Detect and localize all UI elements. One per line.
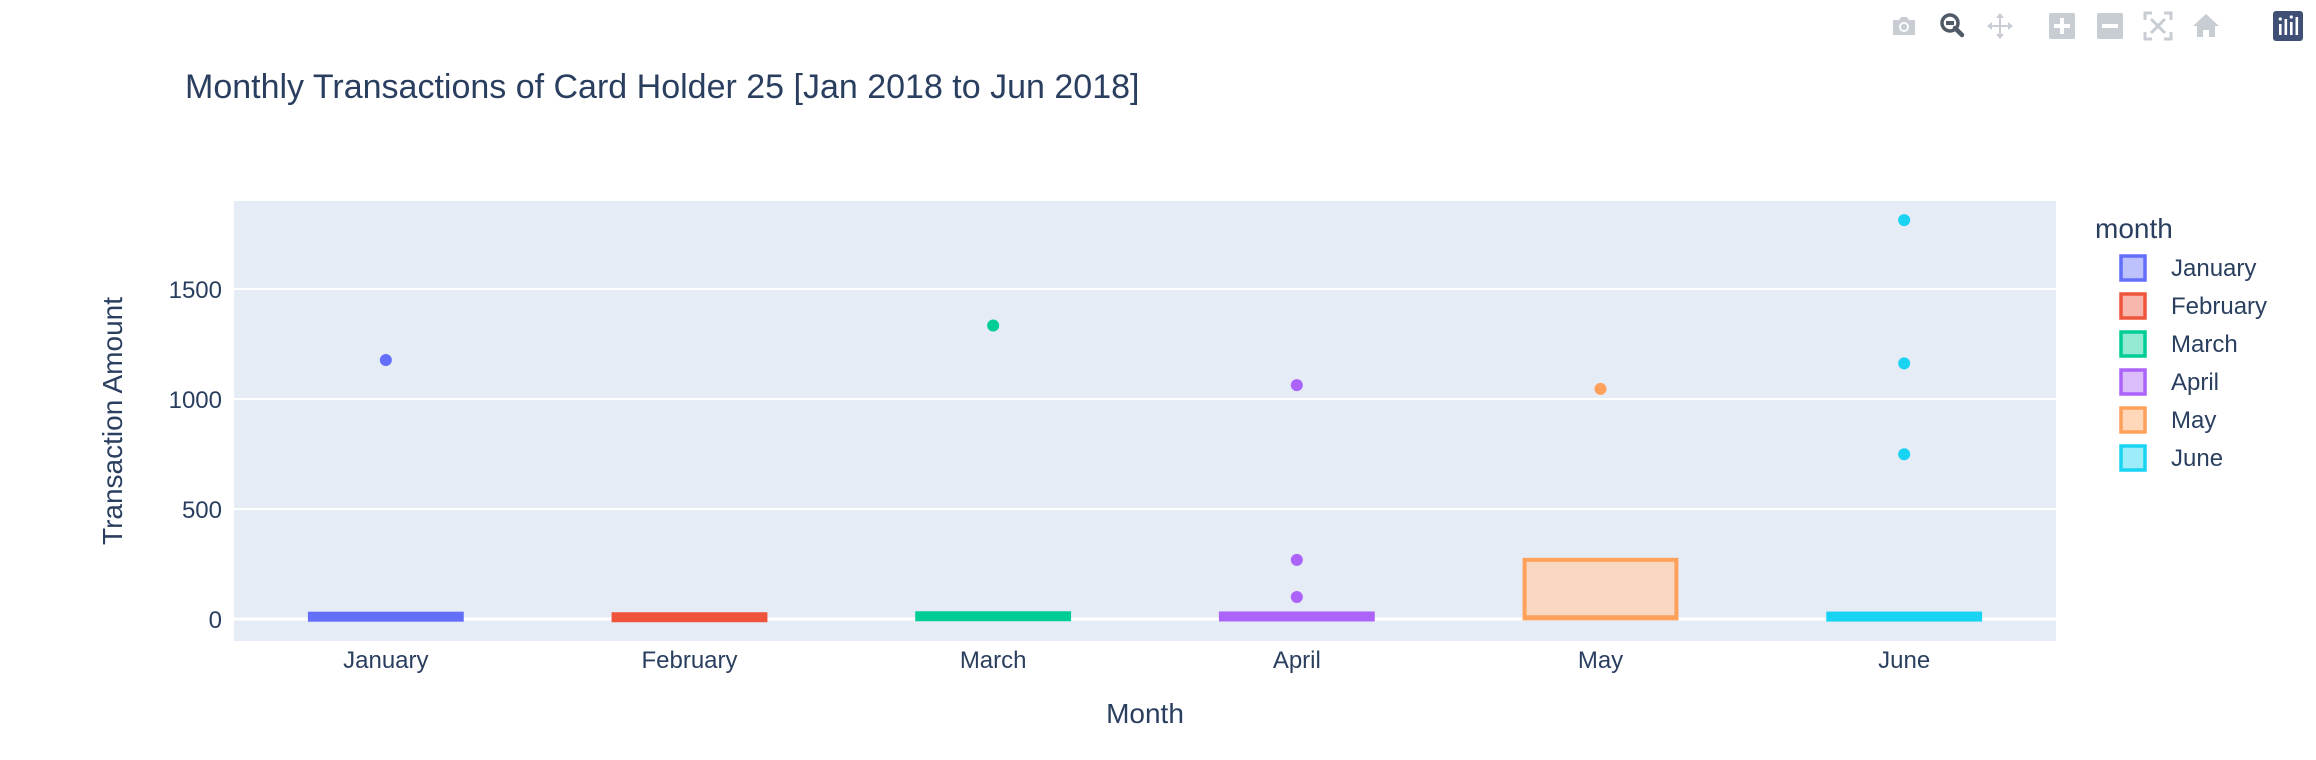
x-tick-labels: January February March April May June — [343, 647, 1930, 674]
home-icon[interactable] — [2188, 8, 2224, 44]
legend-label: March — [2171, 331, 2238, 358]
box-trace[interactable] — [915, 611, 1072, 622]
box-trace[interactable] — [611, 612, 768, 623]
zoom-in-icon[interactable] — [2044, 8, 2080, 44]
legend-label: April — [2171, 369, 2219, 396]
outlier-points — [379, 214, 1911, 603]
outlier-point[interactable] — [379, 354, 392, 367]
box-trace[interactable] — [1522, 557, 1679, 621]
plotly-logo-icon[interactable] — [2270, 8, 2306, 44]
legend-items: January February March April May June — [2119, 254, 2267, 472]
legend-swatch — [2119, 330, 2147, 358]
legend-label: January — [2171, 255, 2256, 282]
legend-swatch — [2119, 444, 2147, 472]
box-trace[interactable] — [1826, 611, 1983, 622]
x-tick-label: February — [641, 647, 737, 674]
outlier-point[interactable] — [1290, 591, 1303, 603]
box-trace[interactable] — [1218, 611, 1375, 622]
autoscale-icon[interactable] — [2140, 8, 2176, 44]
zoom-icon[interactable] — [1934, 8, 1970, 44]
modebar — [1886, 8, 2306, 44]
legend-item[interactable]: April — [2119, 368, 2219, 396]
zoom-out-icon[interactable] — [2092, 8, 2128, 44]
box[interactable] — [1522, 557, 1679, 621]
legend-swatch — [2119, 368, 2147, 396]
legend-item[interactable]: May — [2119, 406, 2216, 434]
y-tick-labels: 0 500 1000 1500 — [169, 277, 222, 634]
legend-item[interactable]: January — [2119, 254, 2256, 282]
chart-title: Monthly Transactions of Card Holder 25 [… — [185, 68, 1139, 106]
legend-title: month — [2095, 213, 2173, 244]
legend-label: June — [2171, 445, 2223, 472]
outlier-point[interactable] — [1594, 382, 1607, 395]
x-axis-title: Month — [1106, 698, 1184, 729]
legend-label: February — [2171, 293, 2267, 320]
y-tick-label: 1000 — [169, 387, 222, 414]
legend: month January February March April May June — [2095, 213, 2267, 472]
outlier-point[interactable] — [1290, 553, 1303, 566]
y-tick-label: 0 — [209, 607, 222, 634]
outlier-point[interactable] — [1898, 214, 1911, 227]
y-tick-label: 500 — [182, 497, 222, 524]
y-axis-title: Transaction Amount — [97, 297, 128, 545]
camera-icon[interactable] — [1886, 8, 1922, 44]
y-tick-label: 1500 — [169, 277, 222, 304]
y-gridlines — [234, 288, 2056, 621]
x-tick-label: May — [1578, 647, 1623, 674]
box-traces — [307, 557, 1983, 623]
legend-item[interactable]: February — [2119, 292, 2267, 320]
legend-label: May — [2171, 407, 2216, 434]
legend-swatch — [2119, 406, 2147, 434]
outlier-point[interactable] — [1290, 379, 1303, 392]
legend-item[interactable]: March — [2119, 330, 2238, 358]
outlier-point[interactable] — [1898, 448, 1911, 461]
box-trace[interactable] — [307, 611, 464, 622]
x-tick-label: June — [1878, 647, 1930, 674]
pan-icon[interactable] — [1982, 8, 2018, 44]
x-tick-label: January — [343, 647, 428, 674]
outlier-point[interactable] — [987, 319, 1000, 332]
legend-item[interactable]: June — [2119, 444, 2223, 472]
plot-area[interactable] — [234, 201, 2056, 641]
x-tick-label: March — [960, 647, 1027, 674]
x-tick-label: April — [1273, 647, 1321, 674]
legend-swatch — [2119, 292, 2147, 320]
legend-swatch — [2119, 254, 2147, 282]
outlier-point[interactable] — [1898, 357, 1911, 370]
